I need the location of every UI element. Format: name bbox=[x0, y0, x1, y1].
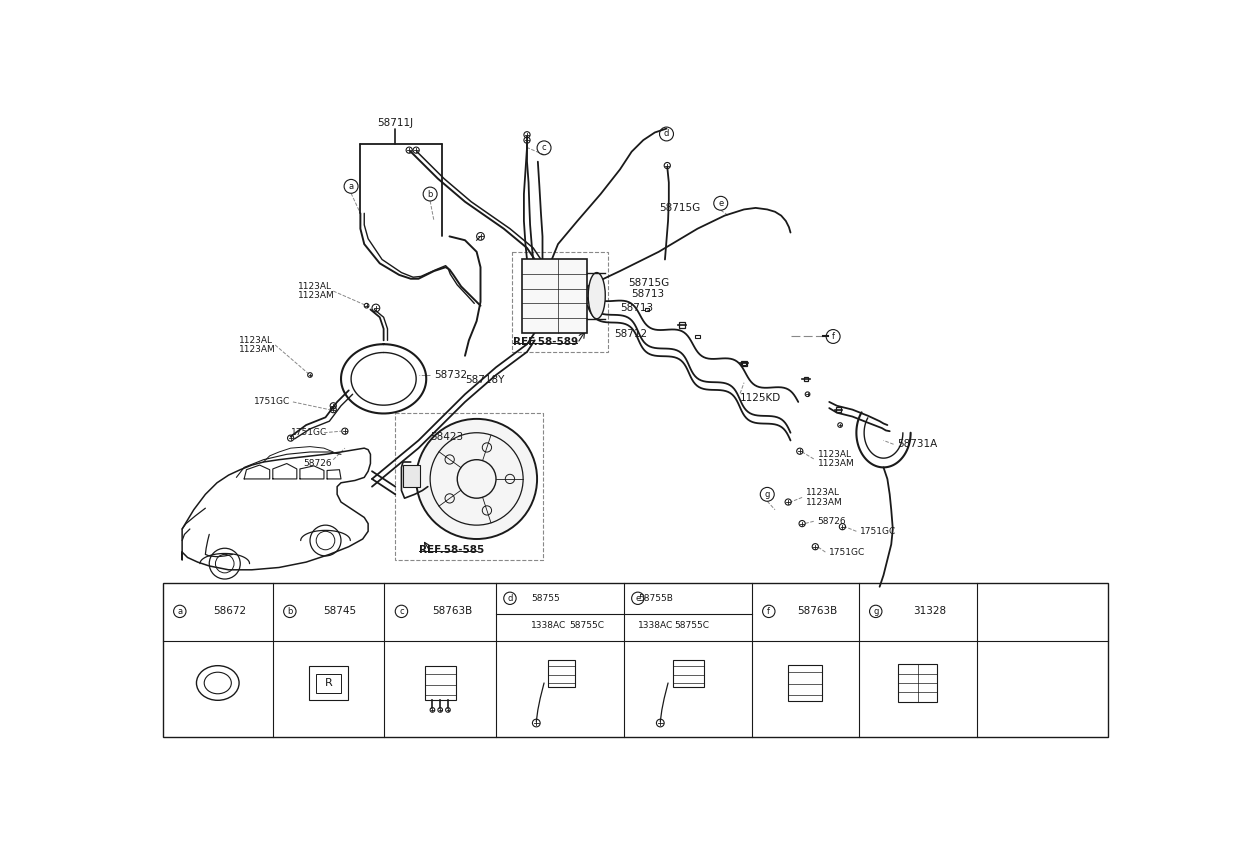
Text: 58755B: 58755B bbox=[637, 594, 672, 603]
Text: 58731A: 58731A bbox=[898, 440, 937, 449]
Text: 1338AC: 1338AC bbox=[531, 621, 567, 629]
Bar bbox=[316, 673, 341, 693]
Text: 1123AM: 1123AM bbox=[806, 497, 843, 507]
Text: 58755C: 58755C bbox=[569, 621, 605, 629]
Text: 58672: 58672 bbox=[213, 606, 246, 617]
Text: 1751GC: 1751GC bbox=[254, 397, 290, 407]
Text: REF.58-589: REF.58-589 bbox=[513, 337, 578, 347]
Text: 1123AL: 1123AL bbox=[299, 282, 332, 291]
Text: c: c bbox=[542, 143, 547, 152]
Bar bbox=[898, 664, 937, 702]
Bar bbox=[836, 407, 841, 412]
Text: 1123AM: 1123AM bbox=[238, 345, 275, 354]
Bar bbox=[804, 377, 808, 381]
Text: a: a bbox=[348, 182, 353, 191]
Text: 58732: 58732 bbox=[434, 370, 467, 380]
Text: 1123AM: 1123AM bbox=[817, 459, 854, 468]
Text: 1751GC: 1751GC bbox=[830, 548, 866, 556]
Text: 58718Y: 58718Y bbox=[465, 375, 505, 385]
Text: f: f bbox=[768, 607, 770, 616]
Text: 58726: 58726 bbox=[817, 517, 846, 526]
Bar bbox=[789, 665, 822, 701]
Text: 58755C: 58755C bbox=[675, 621, 709, 629]
Bar bbox=[309, 666, 348, 700]
Bar bbox=[424, 666, 456, 700]
Text: 1123AL: 1123AL bbox=[817, 450, 852, 459]
Bar bbox=[396, 413, 543, 560]
Bar bbox=[403, 465, 420, 487]
Bar bbox=[162, 583, 1109, 737]
Text: 1338AC: 1338AC bbox=[637, 621, 673, 629]
Text: 1123AM: 1123AM bbox=[299, 291, 335, 300]
Text: 58745: 58745 bbox=[324, 606, 357, 617]
Text: 58763B: 58763B bbox=[797, 606, 837, 617]
Text: 58423: 58423 bbox=[430, 432, 464, 441]
Bar bbox=[742, 361, 746, 366]
Text: 31328: 31328 bbox=[913, 606, 946, 617]
Text: 58726: 58726 bbox=[304, 459, 332, 468]
Text: g: g bbox=[765, 490, 770, 499]
Text: 58712: 58712 bbox=[615, 329, 647, 339]
Text: REF.58-585: REF.58-585 bbox=[419, 545, 484, 555]
Text: g: g bbox=[873, 607, 878, 616]
Bar bbox=[522, 259, 588, 333]
Text: 58755: 58755 bbox=[531, 594, 559, 603]
Text: 58763B: 58763B bbox=[432, 606, 472, 617]
Bar bbox=[511, 252, 609, 352]
Text: e: e bbox=[718, 199, 723, 208]
Text: 58713: 58713 bbox=[620, 303, 653, 313]
Text: b: b bbox=[288, 607, 293, 616]
Text: 58711J: 58711J bbox=[377, 119, 413, 128]
Bar bbox=[696, 335, 699, 339]
Text: 1123AL: 1123AL bbox=[238, 336, 273, 345]
Text: 1125KD: 1125KD bbox=[740, 393, 781, 403]
Bar bbox=[742, 362, 746, 365]
Bar bbox=[645, 307, 650, 312]
Text: a: a bbox=[177, 607, 182, 616]
Text: d: d bbox=[507, 594, 512, 603]
Bar bbox=[680, 322, 684, 328]
Text: b: b bbox=[428, 190, 433, 198]
Text: d: d bbox=[663, 130, 670, 138]
Text: 58715G: 58715G bbox=[658, 203, 701, 213]
Ellipse shape bbox=[588, 273, 605, 318]
Text: f: f bbox=[832, 332, 835, 341]
Text: R: R bbox=[325, 678, 332, 688]
Text: 58715G: 58715G bbox=[627, 278, 670, 288]
Text: 1123AL: 1123AL bbox=[806, 489, 839, 497]
Bar bbox=[548, 660, 575, 687]
Text: 1751GC: 1751GC bbox=[861, 527, 897, 536]
Text: c: c bbox=[399, 607, 404, 616]
Bar bbox=[673, 660, 704, 687]
Text: 1751GC: 1751GC bbox=[290, 429, 327, 437]
Circle shape bbox=[417, 419, 537, 539]
Text: e: e bbox=[635, 594, 640, 603]
Text: 58713: 58713 bbox=[631, 289, 665, 299]
